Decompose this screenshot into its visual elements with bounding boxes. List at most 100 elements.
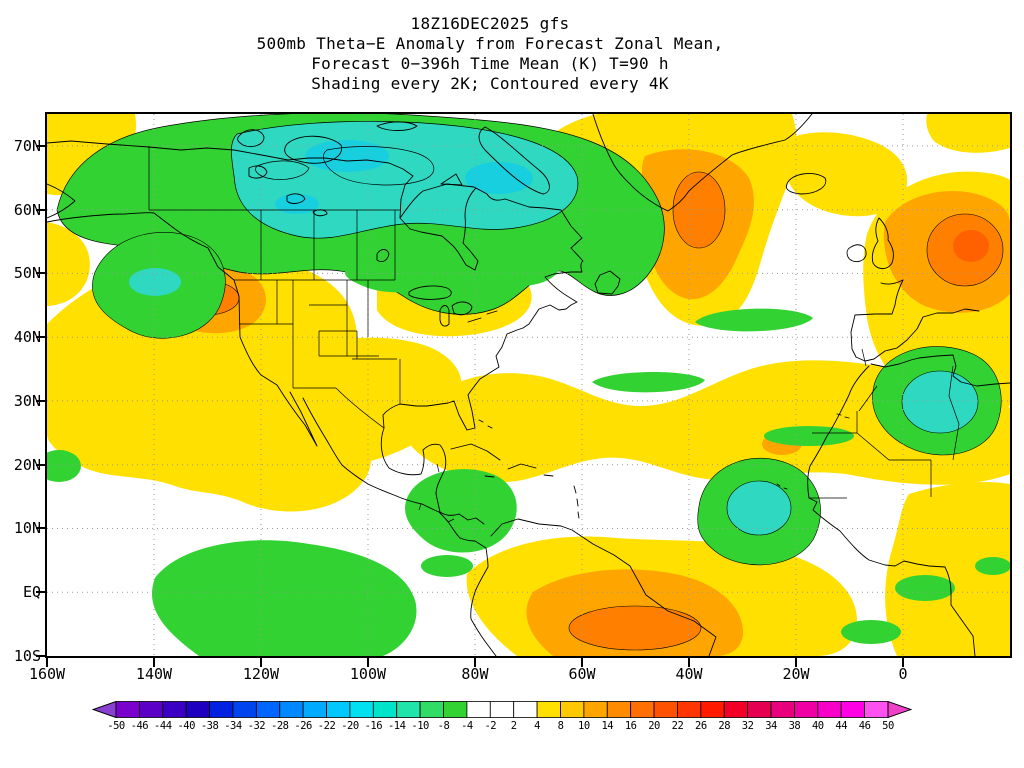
shade-green-brazil-south bbox=[841, 620, 901, 644]
title-line-forecast: Forecast 0−396h Time Mean (K) T=90 h bbox=[311, 54, 669, 73]
coast-arctic-islands bbox=[237, 121, 550, 195]
x-axis-label: 60W bbox=[568, 665, 596, 683]
colorbar-segment bbox=[349, 701, 374, 718]
shade-green-right-edge bbox=[975, 557, 1010, 575]
x-axis-tick bbox=[152, 658, 155, 667]
colorbar-segment bbox=[443, 701, 468, 718]
shade-yellow-bottom-right bbox=[885, 482, 1010, 656]
y-axis-label: 60N bbox=[13, 200, 41, 219]
lakes bbox=[248, 165, 498, 327]
x-axis-label: 120W bbox=[242, 665, 280, 683]
shade-yellow-topright bbox=[926, 114, 1010, 153]
x-axis-label: 0 bbox=[898, 665, 908, 683]
colorbar-segment bbox=[209, 701, 234, 718]
colorbar-segment bbox=[419, 701, 444, 718]
colorbar-segment bbox=[817, 701, 842, 718]
colorbar-segment bbox=[162, 701, 187, 718]
x-axis-tick bbox=[46, 658, 48, 667]
colorbar-tick-label: 32 bbox=[741, 720, 754, 732]
x-axis-tick bbox=[795, 658, 798, 667]
colorbar-tick-label: -40 bbox=[177, 720, 195, 732]
colorbar-segment bbox=[747, 701, 772, 718]
y-axis-tick bbox=[36, 144, 45, 147]
colorbar-segment bbox=[489, 701, 515, 718]
colorbar-segment bbox=[770, 701, 795, 718]
colorbar-segment bbox=[466, 701, 491, 718]
shade-green-eq-pacific2 bbox=[421, 555, 473, 577]
y-axis-label: 10N bbox=[13, 519, 41, 538]
x-axis-tick bbox=[259, 658, 262, 667]
colorbar-segment bbox=[513, 701, 538, 718]
x-axis-tick bbox=[581, 658, 584, 667]
colorbar-tick-label: -38 bbox=[200, 720, 219, 732]
coast-caribbean-south-america bbox=[450, 413, 850, 656]
colorbar-tick-label: -20 bbox=[341, 720, 359, 732]
colorbar-tick-label: 20 bbox=[648, 720, 660, 732]
political-borders bbox=[148, 146, 960, 523]
colorbar-labels: -50 -46 -44 -40 -38 -34 -32 -28 -26 -22 -20 -16 -14-… bbox=[92, 720, 912, 735]
colorbar-tick-label: -14 bbox=[387, 720, 406, 732]
colorbar-tick-label: -34 bbox=[224, 720, 242, 732]
shade-green-atl-streak2 bbox=[695, 308, 813, 332]
x-axis-label: 100W bbox=[349, 665, 387, 683]
colorbar-tick-label: 46 bbox=[858, 720, 871, 732]
x-axis-label: 160W bbox=[28, 665, 66, 683]
colorbar-segment bbox=[677, 701, 702, 718]
coast-greenland bbox=[592, 114, 813, 212]
y-axis-tick bbox=[36, 399, 45, 402]
colorbar-tick-label: 38 bbox=[788, 720, 801, 732]
x-axis-tick bbox=[902, 658, 904, 667]
title-line-init: 18Z16DEC2025 gfs bbox=[410, 14, 570, 33]
shade-green-colombia bbox=[405, 469, 517, 553]
shade-green-new-england bbox=[475, 247, 561, 287]
colorbar-tick-label: 50 bbox=[882, 720, 894, 732]
shade-green-eq-pacific bbox=[152, 540, 417, 656]
colorbar: -50 -46 -44 -40 -38 -34 -32 -28 -26 -22 -20 -16 -14-… bbox=[92, 701, 912, 735]
shade-deepcyan-arctic3 bbox=[275, 194, 319, 214]
coastlines bbox=[47, 114, 1010, 656]
coast-europe bbox=[846, 217, 980, 362]
colorbar-segment bbox=[864, 701, 889, 718]
x-axis-tick bbox=[688, 658, 691, 667]
colorbar-tick-label: 4 bbox=[534, 720, 540, 732]
contour-arctic-inner bbox=[255, 146, 435, 186]
y-axis-label: 20N bbox=[13, 455, 41, 474]
y-axis-tick bbox=[36, 591, 45, 594]
title-line-variable: 500mb Theta−E Anomaly from Forecast Zona… bbox=[256, 34, 724, 53]
x-axis-label: 20W bbox=[782, 665, 810, 683]
colorbar-tick-label: -4 bbox=[461, 720, 473, 732]
map-canvas bbox=[47, 114, 1010, 656]
colorbar-tick-label: 34 bbox=[765, 720, 777, 732]
colorbar-segment bbox=[115, 701, 140, 718]
shade-cyan-tropical-atlantic bbox=[726, 480, 792, 536]
colorbar-segment bbox=[794, 701, 819, 718]
colorbar-segment bbox=[326, 701, 351, 718]
colorbar-segment bbox=[630, 701, 655, 718]
x-axis-tick bbox=[366, 658, 369, 667]
colorbar-tick-label: -8 bbox=[437, 720, 450, 732]
colorbar-tick-label: 40 bbox=[811, 720, 824, 732]
colorbar-segment bbox=[138, 701, 164, 718]
map-plot-frame: 70N 60N 50N 40N 30N 20N 10N EQ 10S 160W 140W 120W 10… bbox=[14, 112, 1012, 683]
colorbar-left-arrow bbox=[92, 701, 117, 718]
colorbar-segment bbox=[653, 701, 678, 718]
colorbar-tick-label: -16 bbox=[364, 720, 383, 732]
shade-green-canaries bbox=[764, 426, 854, 446]
anomaly-shading bbox=[47, 114, 1010, 656]
shade-yellow-iceland bbox=[782, 132, 908, 217]
y-axis-tick bbox=[36, 527, 45, 530]
colorbar-tick-label: 16 bbox=[624, 720, 637, 732]
colorbar-right-arrow bbox=[887, 701, 912, 718]
x-axis-label: 80W bbox=[461, 665, 489, 683]
colorbar-tick-label: 28 bbox=[718, 720, 731, 732]
colorbar-segment bbox=[606, 701, 632, 718]
shade-orange-equatorial-core bbox=[568, 605, 702, 651]
colorbar-tick-label: 22 bbox=[671, 720, 684, 732]
coast-north-america-west bbox=[47, 212, 497, 656]
colorbar-tick-label: -46 bbox=[130, 720, 149, 732]
y-axis-tick bbox=[36, 336, 45, 339]
colorbar-segment bbox=[185, 701, 210, 718]
y-axis-label: EQ bbox=[22, 583, 41, 602]
colorbar-tick-label: -26 bbox=[294, 720, 312, 732]
